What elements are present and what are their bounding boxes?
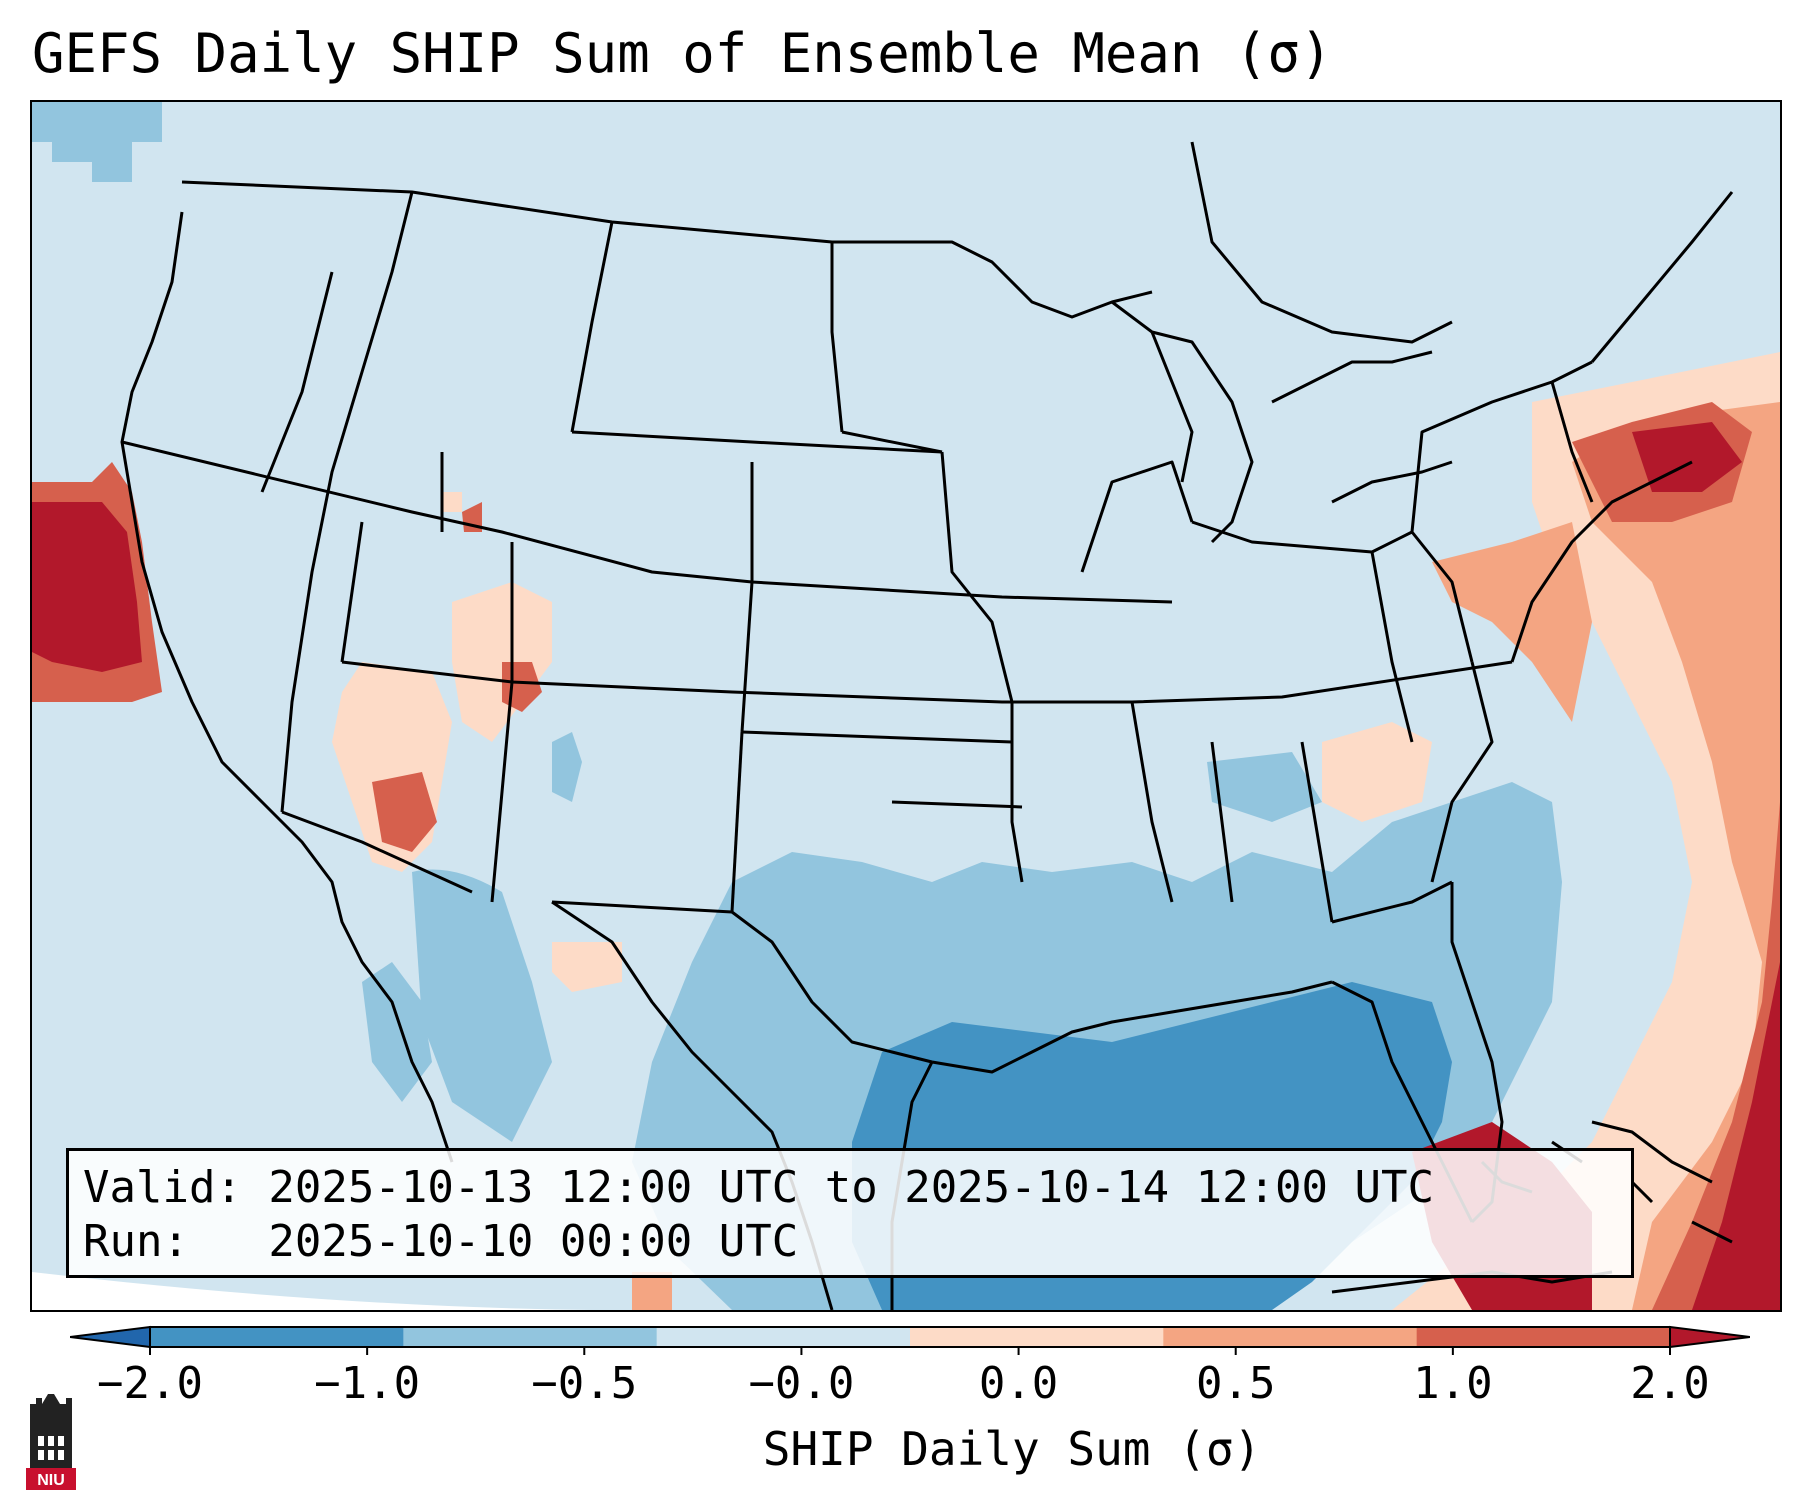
colorbar-bin	[1416, 1327, 1671, 1347]
colorbar-over-triangle	[1669, 1325, 1750, 1349]
colorbar-tick-label: 2.0	[1630, 1358, 1710, 1409]
colorbar-tick-label: 1.0	[1413, 1358, 1493, 1409]
colorbar-tick-label: −1.0	[314, 1358, 421, 1409]
state-borders	[120, 141, 1734, 1163]
map-panel	[30, 100, 1782, 1312]
logo-text: NIU	[37, 1472, 65, 1489]
colorbar	[70, 1325, 1750, 1355]
colorbar-bin	[656, 1327, 911, 1347]
colorbar-tick-label: −2.0	[97, 1358, 203, 1409]
run-time-text: Run: 2025-10-10 00:00 UTC	[83, 1216, 799, 1267]
map-title: GEFS Daily SHIP Sum of Ensemble Mean (σ)	[32, 22, 1333, 85]
colorbar-tick-label: −0.5	[531, 1358, 638, 1409]
out-of-domain-area	[32, 1272, 592, 1310]
valid-run-info-box: Valid: 2025-10-13 12:00 UTC to 2025-10-1…	[66, 1148, 1634, 1278]
colorbar-under-triangle	[70, 1325, 151, 1349]
colorbar-bins	[149, 1327, 1671, 1355]
colorbar-title: SHIP Daily Sum (σ)	[762, 1422, 1262, 1476]
colorbar-outline	[149, 1326, 1671, 1348]
colorbar-tick-label: −0.0	[748, 1358, 855, 1409]
positive-anomaly-west	[32, 462, 162, 702]
colorbar-bin	[150, 1327, 404, 1347]
colorbar-bin	[910, 1327, 1164, 1347]
colorbar-tick-label: 0.0	[978, 1358, 1059, 1409]
colorbar-tick-label: 0.5	[1195, 1358, 1276, 1409]
map-svg	[32, 102, 1780, 1310]
positive-anomaly-southwest	[332, 492, 672, 1310]
colorbar-bin	[1163, 1327, 1418, 1347]
valid-time-text: Valid: 2025-10-13 12:00 UTC to 2025-10-1…	[83, 1162, 1435, 1213]
colorbar-bin	[403, 1327, 658, 1347]
university-building-icon: NIU	[26, 1390, 76, 1490]
